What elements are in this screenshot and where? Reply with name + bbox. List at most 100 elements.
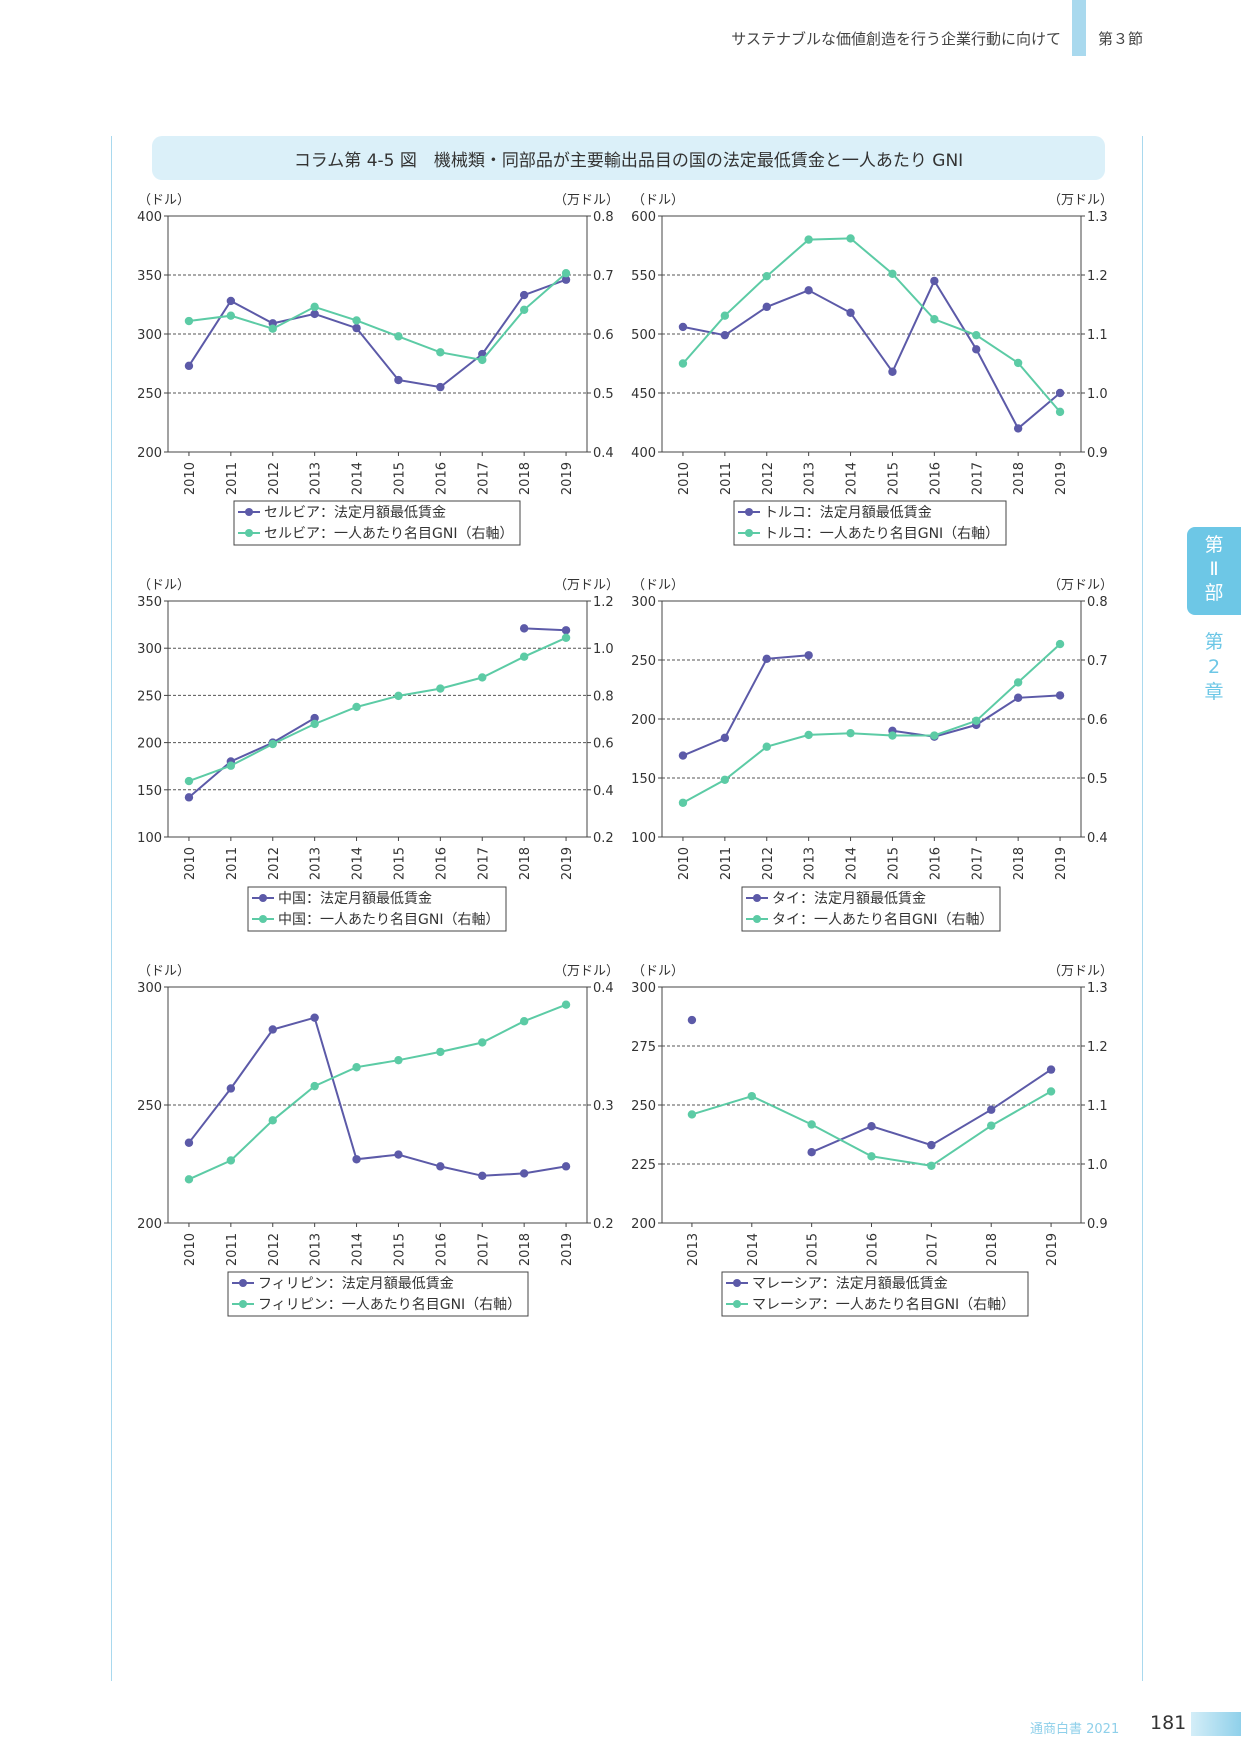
wage-line (188, 278, 567, 389)
x-tick-label: 2015 (392, 1233, 407, 1266)
x-tick-label: 2016 (434, 462, 449, 495)
wage-line (892, 694, 1061, 738)
gni-point (1046, 1087, 1056, 1096)
legend-swatch-marker (733, 1300, 741, 1308)
legend-swatch-marker (259, 894, 267, 902)
wage-point (226, 296, 236, 306)
wage-point (687, 1015, 697, 1025)
chapter-label-char: 第 (1204, 631, 1224, 653)
x-tick-label: 2016 (928, 462, 943, 495)
x-tick-label: 2017 (476, 1233, 491, 1266)
wage-point (268, 1025, 277, 1034)
y2-tick-label: 0.6 (593, 328, 614, 343)
y-tick-label: 350 (137, 595, 162, 610)
wage-line (188, 717, 316, 799)
gni-point (268, 1116, 277, 1125)
y-tick-label: 300 (137, 981, 162, 996)
wage-line (188, 1016, 567, 1177)
gni-point (519, 305, 529, 315)
gni-point (846, 728, 855, 738)
legend-swatch-marker (753, 894, 761, 902)
wage-point (888, 367, 897, 376)
y2-unit-label: （万ドル） (554, 578, 619, 593)
y-tick-label: 200 (137, 1217, 162, 1232)
gni-point (436, 684, 445, 693)
legend-swatch-marker (239, 1300, 247, 1308)
gni-point (972, 330, 981, 340)
gni-point (678, 798, 688, 807)
x-tick-label: 2013 (309, 1233, 324, 1266)
y2-tick-label: 0.5 (1087, 772, 1108, 787)
gni-point (310, 719, 319, 729)
wage-point (184, 361, 194, 371)
y2-tick-label: 0.7 (1087, 654, 1108, 669)
y2-tick-label: 0.6 (1087, 713, 1108, 728)
x-tick-label: 2011 (225, 1233, 240, 1266)
page-number: 181 (1150, 1712, 1187, 1734)
gni-point (1055, 639, 1065, 649)
legend-label: フィリピン：法定月額最低賃金 (258, 1276, 454, 1292)
gni-point (930, 731, 939, 740)
wage-point (184, 793, 194, 802)
y2-tick-label: 0.5 (593, 387, 614, 402)
gni-point (310, 1081, 319, 1091)
part-tab[interactable]: 第 Ⅱ 部 (1187, 527, 1241, 615)
x-tick-label: 2010 (183, 1233, 198, 1266)
legend-label: セルビア：法定月額最低賃金 (264, 505, 446, 521)
gni-point (184, 1175, 194, 1184)
wage-point (804, 651, 813, 660)
wage-point (394, 1150, 403, 1159)
y2-tick-label: 1.0 (1087, 1158, 1108, 1173)
y2-tick-label: 0.4 (593, 981, 614, 996)
x-tick-label: 2013 (309, 462, 324, 495)
wage-point (762, 302, 771, 312)
wage-point (720, 733, 730, 743)
x-tick-label: 2016 (434, 847, 449, 880)
gni-point (436, 348, 445, 357)
footer-accent-bar (1191, 1712, 1241, 1736)
y-tick-label: 200 (631, 1217, 656, 1232)
y-tick-label: 350 (137, 269, 162, 284)
wage-point (519, 624, 529, 633)
wage-point (561, 626, 571, 635)
x-tick-label: 2017 (476, 462, 491, 495)
x-tick-label: 2010 (183, 847, 198, 880)
gni-point (561, 633, 571, 643)
header-accent-bar (1072, 0, 1086, 56)
y-unit-label: （ドル） (138, 193, 190, 208)
y-tick-label: 400 (631, 446, 656, 461)
x-tick-label: 2017 (476, 847, 491, 880)
x-tick-label: 2010 (677, 847, 692, 880)
wage-point (927, 1140, 936, 1150)
y2-tick-label: 0.4 (593, 784, 614, 799)
y2-tick-label: 0.3 (593, 1099, 614, 1114)
legend-swatch-marker (745, 529, 753, 537)
gni-line (188, 272, 567, 362)
y-tick-label: 275 (631, 1040, 656, 1055)
wage-point (807, 1148, 816, 1157)
wage-point (930, 276, 939, 286)
y-tick-label: 200 (137, 446, 162, 461)
gni-point (226, 1156, 236, 1165)
gni-point (804, 235, 813, 244)
y2-unit-label: （万ドル） (554, 964, 619, 979)
x-tick-label: 2012 (267, 847, 282, 880)
y2-tick-label: 0.4 (593, 446, 614, 461)
gni-point (268, 739, 277, 749)
y-tick-label: 250 (137, 689, 162, 704)
wage-point (310, 713, 319, 723)
y2-tick-label: 0.6 (593, 737, 614, 752)
gni-point (930, 315, 939, 324)
y2-tick-label: 0.9 (1087, 1217, 1108, 1232)
y-tick-label: 300 (137, 642, 162, 657)
gni-point (807, 1120, 816, 1129)
x-tick-label: 2013 (803, 847, 818, 880)
y-tick-label: 200 (137, 737, 162, 752)
y-tick-label: 200 (631, 713, 656, 728)
gni-point (927, 1161, 936, 1170)
x-tick-label: 2015 (392, 462, 407, 495)
legend-swatch-marker (745, 508, 753, 516)
legend-box (721, 1271, 1029, 1317)
gni-point (972, 716, 981, 725)
